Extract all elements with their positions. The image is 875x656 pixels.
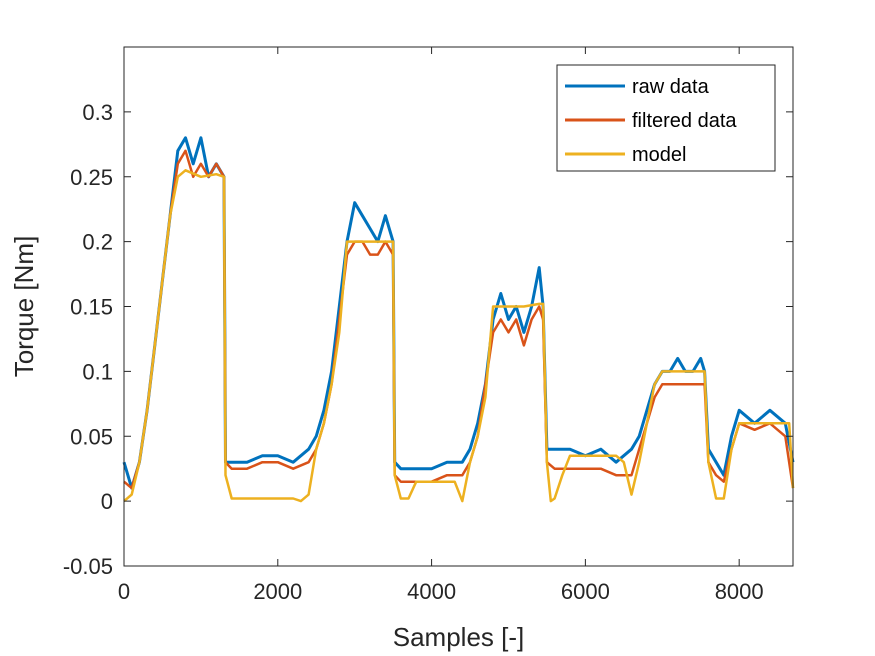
y-tick-label: -0.05 xyxy=(63,554,113,579)
series-line-model xyxy=(123,169,795,503)
y-axis-title: Torque [Nm] xyxy=(9,236,39,378)
legend: raw data filtered data model xyxy=(556,64,776,172)
y-tick-label: 0.2 xyxy=(82,230,113,255)
x-tick-label: 6000 xyxy=(561,579,610,604)
y-tick-label: 0.3 xyxy=(82,100,113,125)
x-tick-label: 0 xyxy=(118,579,130,604)
y-tick-label: 0.05 xyxy=(70,424,113,449)
y-tick-label: 0.15 xyxy=(70,295,113,320)
legend-label: model xyxy=(632,144,686,166)
x-axis-title: Samples [-] xyxy=(393,622,525,652)
legend-label: filtered data xyxy=(632,110,737,132)
x-tick-label: 8000 xyxy=(715,579,764,604)
axes-layer: 0 2000 4000 6000 8000-0.0500.050.10.150.20.2… xyxy=(9,46,794,652)
legend-label: raw data xyxy=(632,76,710,98)
y-tick-label: 0 xyxy=(101,489,113,514)
y-tick-label: 0.25 xyxy=(70,165,113,190)
series-line-filtered-data xyxy=(123,149,795,490)
x-tick-label: 2000 xyxy=(253,579,302,604)
x-tick-label: 4000 xyxy=(407,579,456,604)
y-tick-label: 0.1 xyxy=(82,359,113,384)
